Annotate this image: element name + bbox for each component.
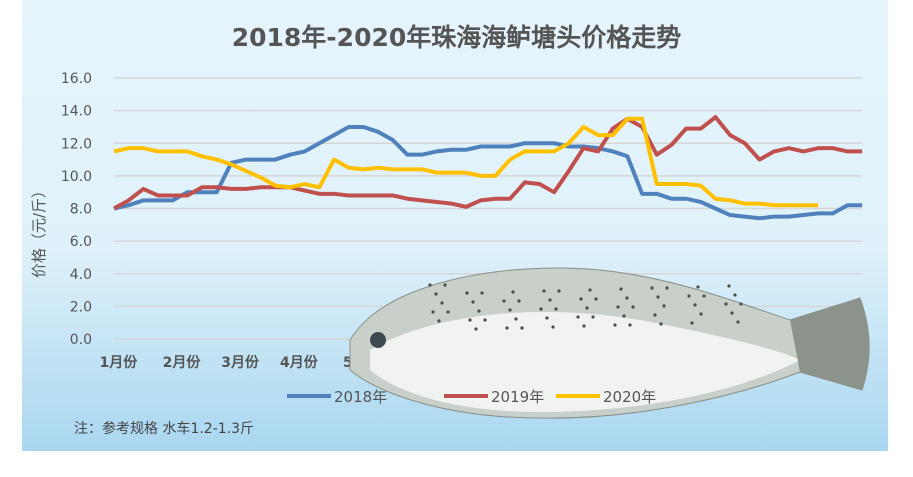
x-tick-label: 4月份 [280,354,319,371]
y-tick-label: 2.0 [70,299,92,315]
series-line-2018年 [113,124,863,221]
chart-note: 注：参考规格 水车1.2-1.3斤 [74,421,255,437]
y-tick-label: 6.0 [70,234,92,250]
chart-title: 2018年-2020年珠海海鲈塘头价格走势 [231,23,682,52]
fish-image [349,267,870,419]
y-tick-label: 12.0 [61,136,92,152]
legend-label: 2019年 [491,388,544,406]
y-tick-label: 16.0 [61,71,92,87]
x-tick-label: 3月份 [221,354,260,371]
y-tick-label: 10.0 [61,169,92,185]
y-tick-label: 14.0 [61,104,92,120]
y-tick-label: 4.0 [70,267,92,283]
x-tick-label: 1月份 [100,354,139,371]
x-tick-label: 2月份 [163,354,202,371]
y-tick-label: 0.0 [70,332,92,348]
legend-label: 2018年 [334,388,387,406]
legend-label: 2020年 [603,388,656,406]
series-line-2020年 [113,116,819,208]
y-tick-label: 8.0 [70,202,92,218]
series-line-2019年 [113,115,863,211]
